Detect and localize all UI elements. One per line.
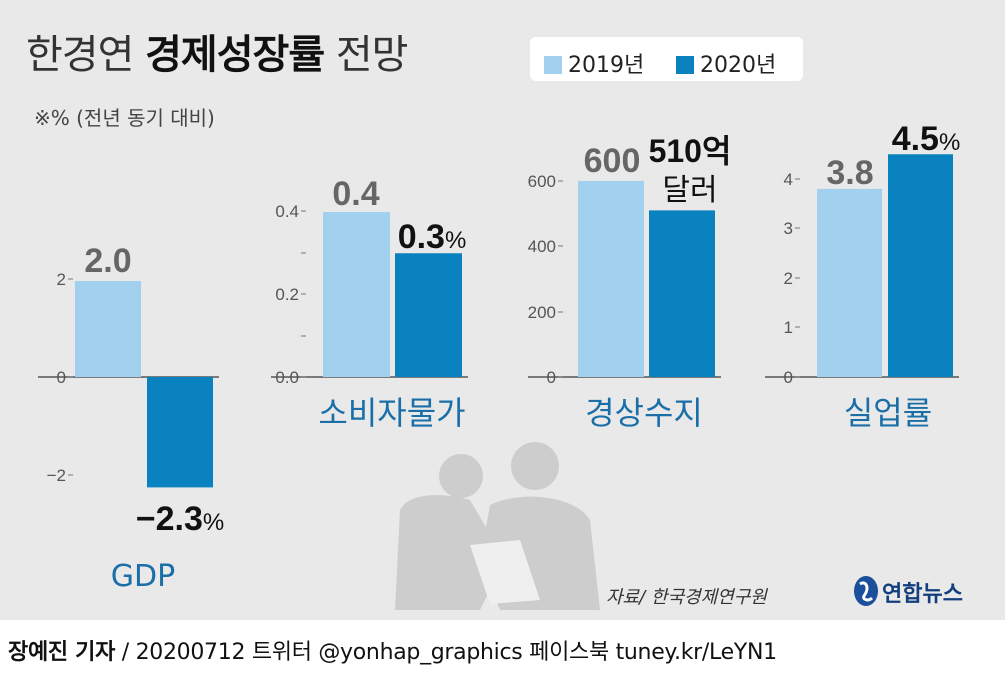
title-prefix: 한경연 [26,32,134,78]
title-suffix: 전망 [335,32,409,78]
logo-text: 연합뉴스 [882,582,963,607]
chart-title: 한경연 경제성장률 전망 [26,22,409,80]
footer-details: / 20200712 트위터 @yonhap_graphics 페이스북 tun… [121,640,777,665]
legend-swatch-2019 [544,56,562,74]
y-tick-label: 1 [784,318,793,337]
category-label: 경상수지 [585,394,703,432]
y-tick-label: −2 [47,466,66,485]
bar-2019 [817,188,882,377]
y-tick-label: 0.0 [275,368,299,387]
value-label: −2.3% [136,500,224,538]
yonhap-logo: 연합뉴스 [852,574,997,610]
footer-reporter: 장예진 기자 [8,640,116,665]
category-label: 실업률 [844,394,932,432]
y-tick-label: 3 [784,219,793,238]
yonhap-globe-icon [854,576,878,606]
y-tick-label: 4 [784,170,793,189]
legend-item-2019: 2019년 [544,47,644,79]
unit-note: ※% (전년 동기 대비) [34,106,215,130]
y-tick-label: 0.4 [275,202,299,221]
category-label: 소비자물가 [318,394,465,432]
bar-2020 [395,253,462,377]
footer-credit: 장예진 기자 / 20200712 트위터 @yonhap_graphics 페… [8,634,777,666]
bar-2020 [147,377,213,488]
value-label: 2.0 [84,242,131,280]
y-tick-label: 0 [784,368,793,387]
bar-2019 [323,212,390,377]
value-label: 3.8 [826,154,873,192]
y-tick-label: 600 [528,172,556,191]
bar-2020 [649,210,715,377]
legend-item-2020: 2020년 [676,47,776,79]
value-label: 0.4 [332,175,379,213]
bar-2020 [888,154,953,377]
value-label: 600 [584,142,641,180]
y-tick-label: 0 [547,368,556,387]
category-label: GDP [111,559,175,594]
y-tick-label: 400 [528,237,556,256]
value-label: 0.3% [398,218,467,256]
value-label: 4.5% [892,120,961,158]
source-note: 자료/ 한국경제연구원 [606,587,767,608]
legend-label-2020: 2020년 [700,53,777,78]
bar-2019 [75,281,141,377]
y-tick-label: 0 [57,368,66,387]
bar-2019 [578,180,644,377]
y-tick-label: 200 [528,303,556,322]
title-main: 경제성장률 [145,32,325,78]
value-label-unit: 달러 [662,173,717,208]
y-tick-label: 0.2 [275,285,299,304]
y-tick-label: 2 [784,269,793,288]
legend: 2019년 2020년 [530,37,803,81]
legend-label-2019: 2019년 [568,53,645,78]
legend-swatch-2020 [676,56,694,74]
bar-charts: 2 0 −2 2.0 −2.3% GDP 0.0 0.2 0.4 0.4 0.3% 소비자물가 0 200… [38,120,961,594]
y-tick-label: 2 [57,270,66,289]
value-label: 510억 [649,133,732,169]
footer: 장예진 기자 / 20200712 트위터 @yonhap_graphics 페… [0,620,1005,677]
